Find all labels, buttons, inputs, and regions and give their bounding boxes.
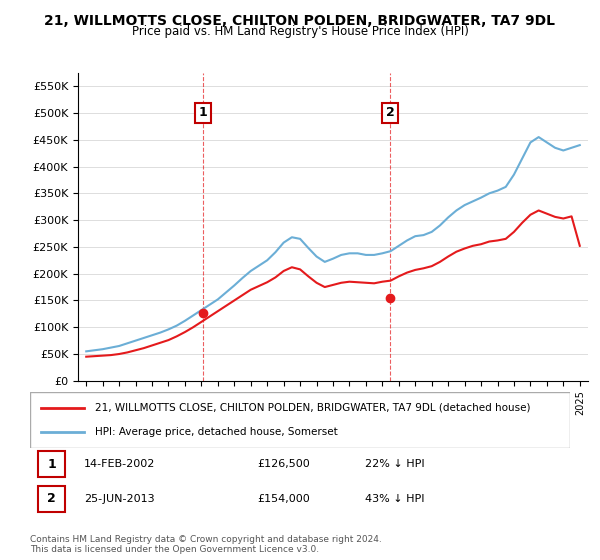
Text: 2: 2 <box>47 492 56 506</box>
Text: HPI: Average price, detached house, Somerset: HPI: Average price, detached house, Some… <box>95 427 338 437</box>
Text: £154,000: £154,000 <box>257 494 310 504</box>
Text: 1: 1 <box>199 106 208 119</box>
Text: 43% ↓ HPI: 43% ↓ HPI <box>365 494 424 504</box>
Text: Contains HM Land Registry data © Crown copyright and database right 2024.
This d: Contains HM Land Registry data © Crown c… <box>30 535 382 554</box>
Text: 22% ↓ HPI: 22% ↓ HPI <box>365 459 424 469</box>
Text: 1: 1 <box>47 458 56 470</box>
Text: 14-FEB-2002: 14-FEB-2002 <box>84 459 155 469</box>
FancyBboxPatch shape <box>30 392 570 448</box>
Text: 2: 2 <box>386 106 395 119</box>
Text: £126,500: £126,500 <box>257 459 310 469</box>
Text: 21, WILLMOTTS CLOSE, CHILTON POLDEN, BRIDGWATER, TA7 9DL (detached house): 21, WILLMOTTS CLOSE, CHILTON POLDEN, BRI… <box>95 403 530 413</box>
Text: Price paid vs. HM Land Registry's House Price Index (HPI): Price paid vs. HM Land Registry's House … <box>131 25 469 38</box>
FancyBboxPatch shape <box>38 451 65 477</box>
Text: 25-JUN-2013: 25-JUN-2013 <box>84 494 155 504</box>
FancyBboxPatch shape <box>38 486 65 512</box>
Text: 21, WILLMOTTS CLOSE, CHILTON POLDEN, BRIDGWATER, TA7 9DL: 21, WILLMOTTS CLOSE, CHILTON POLDEN, BRI… <box>44 14 556 28</box>
